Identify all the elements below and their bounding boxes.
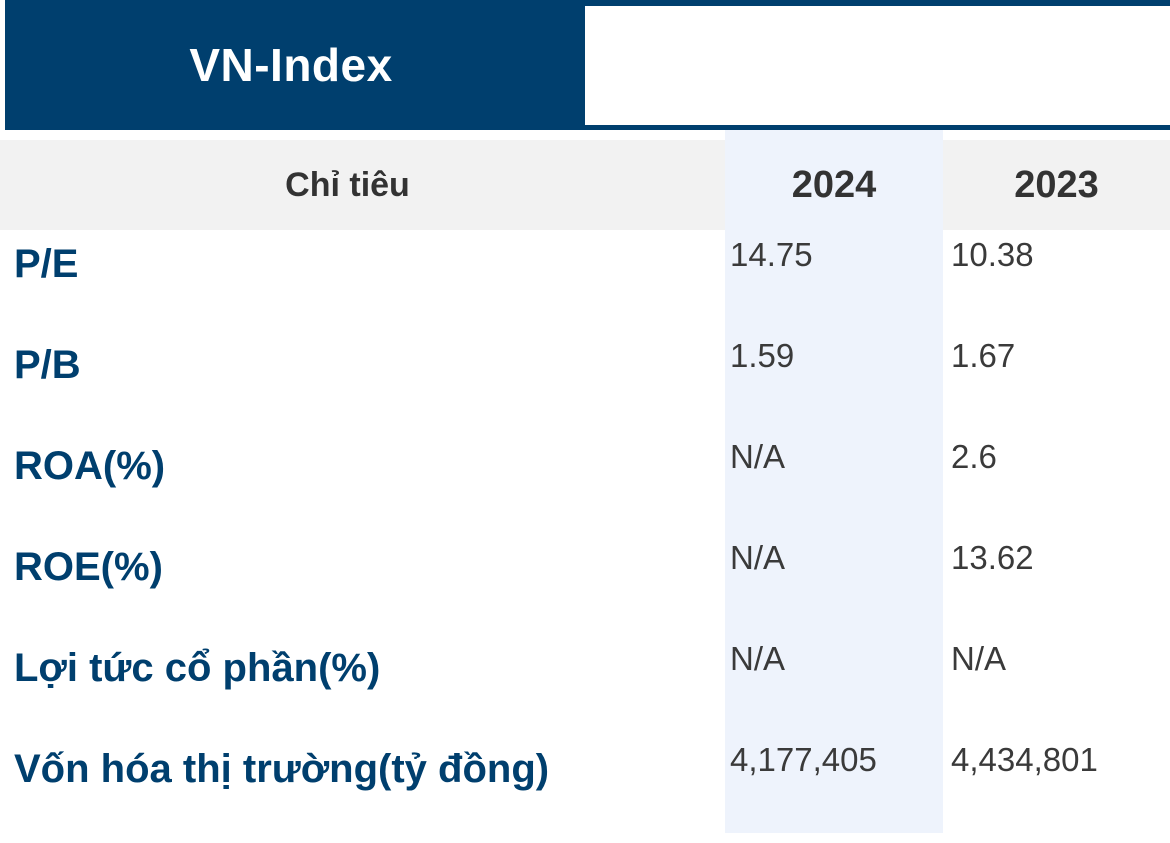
header-bg-right — [943, 140, 1170, 230]
tab-vn-index-label: VN-Index — [189, 38, 393, 91]
table-row: ROA(%) N/A 2.6 — [0, 432, 1170, 533]
cell-value-2023: 10.38 — [951, 236, 1034, 273]
table-row: Vốn hóa thị trường(tỷ đồng) 4,177,405 4,… — [0, 735, 1170, 836]
header-year-2023[interactable]: 2023 — [1014, 163, 1099, 206]
row-label-roa: ROA(%) — [14, 444, 166, 488]
cell-value-2024: N/A — [730, 438, 786, 475]
highlighted-column-2024 — [725, 130, 943, 833]
table-row: P/E 14.75 10.38 — [0, 230, 1170, 331]
cell-value-2024: 4,177,405 — [730, 741, 877, 778]
header-year-2024[interactable]: 2024 — [791, 163, 877, 206]
cell-value-2024: N/A — [730, 539, 786, 576]
tab-empty-area — [587, 6, 1170, 125]
table-row: P/B 1.59 1.67 — [0, 331, 1170, 432]
row-label-dividend-yield: Lợi tức cổ phần(%) — [14, 646, 381, 690]
table-header-row: Chỉ tiêu 2024 2023 — [0, 130, 1170, 230]
table-row: ROE(%) N/A 13.62 — [0, 533, 1170, 634]
tab-strip-top-border — [585, 0, 1170, 6]
header-bg-left — [0, 140, 725, 230]
row-label-pb: P/B — [14, 343, 81, 387]
cell-value-2023: 2.6 — [951, 438, 997, 475]
tab-strip-bottom-border — [5, 125, 1170, 130]
cell-value-2023: 4,434,801 — [951, 741, 1098, 778]
table-row: Lợi tức cổ phần(%) N/A N/A — [0, 634, 1170, 735]
header-indicator: Chỉ tiêu — [285, 165, 410, 204]
tab-strip: VN-Index — [0, 0, 1170, 132]
row-label-market-cap: Vốn hóa thị trường(tỷ đồng) — [14, 747, 550, 791]
tab-vn-index[interactable]: VN-Index — [5, 0, 585, 129]
cell-value-2024: 14.75 — [730, 236, 813, 273]
cell-value-2024: N/A — [730, 640, 786, 677]
row-label-pe: P/E — [14, 242, 79, 286]
cell-value-2024: 1.59 — [730, 337, 795, 374]
indicator-table: Chỉ tiêu 2024 2023 P/E 14.75 10.38 P/B 1… — [0, 130, 1170, 843]
cell-value-2023: 1.67 — [951, 337, 1016, 374]
row-label-roe: ROE(%) — [14, 545, 163, 589]
cell-value-2023: N/A — [951, 640, 1007, 677]
cell-value-2023: 13.62 — [951, 539, 1034, 576]
